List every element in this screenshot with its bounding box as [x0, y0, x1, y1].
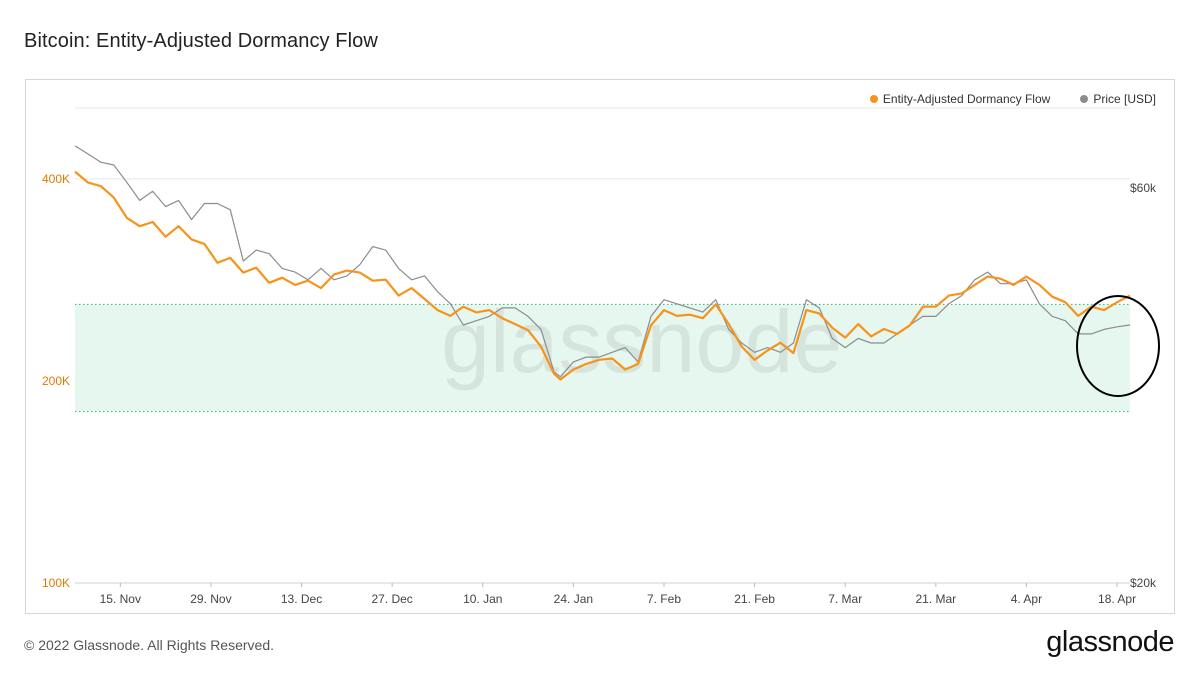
- page-title: Bitcoin: Entity-Adjusted Dormancy Flow: [24, 30, 378, 52]
- x-tick-label: 24. Jan: [554, 592, 593, 606]
- series-layer: [74, 145, 1131, 381]
- legend-label-price: Price [USD]: [1093, 92, 1156, 106]
- axis-layer: 100K 200K 400K $20k $60k 15. Nov 29. Nov 13. De…: [42, 172, 1157, 606]
- x-tick-label: 13. Dec: [281, 592, 322, 606]
- y-right-tick-label: $60k: [1130, 181, 1157, 195]
- x-tick-label: 10. Jan: [463, 592, 502, 606]
- chart-frame: glassnode 100K 200K 400K $20k $60k 15. Nov 29.…: [25, 79, 1175, 614]
- x-tick-label: 7. Feb: [647, 592, 681, 606]
- x-tick-label: 18. Apr: [1098, 592, 1136, 606]
- legend-dot-icon: [869, 95, 878, 103]
- y-left-tick-label: 100K: [42, 576, 70, 590]
- series-line-dormancy: [74, 170, 1131, 381]
- y-left-tick-label: 200K: [42, 374, 70, 388]
- x-tick-label: 29. Nov: [190, 592, 231, 606]
- series-line-price: [74, 145, 1131, 378]
- reference-band: [75, 304, 1130, 412]
- legend-item-price[interactable]: Price [USD]: [1080, 92, 1156, 106]
- legend-label-dormancy: Entity-Adjusted Dormancy Flow: [882, 92, 1051, 106]
- x-tick-label: 21. Mar: [915, 592, 956, 606]
- x-tick-label: 27. Dec: [371, 592, 412, 606]
- x-tick-label: 21. Feb: [734, 592, 775, 606]
- legend-dot-icon: [1080, 95, 1089, 103]
- y-right-tick-label: $20k: [1130, 576, 1157, 590]
- x-tick-label: 7. Mar: [828, 592, 862, 606]
- watermark-text: glassnode: [441, 292, 842, 391]
- chart-legend: Entity-Adjusted Dormancy Flow Price [USD…: [869, 92, 1156, 106]
- y-left-tick-label: 400K: [42, 172, 70, 186]
- legend-item-dormancy[interactable]: Entity-Adjusted Dormancy Flow: [869, 92, 1051, 106]
- annotation-circle: [1076, 295, 1160, 397]
- x-tick-label: 15. Nov: [100, 592, 141, 606]
- glassnode-logo: glassnode: [1046, 626, 1174, 658]
- footer-copyright: © 2022 Glassnode. All Rights Reserved.: [24, 637, 275, 653]
- dormancy-flow-chart: glassnode 100K 200K 400K $20k $60k 15. Nov 29.…: [42, 107, 1160, 606]
- x-tick-label: 4. Apr: [1011, 592, 1042, 606]
